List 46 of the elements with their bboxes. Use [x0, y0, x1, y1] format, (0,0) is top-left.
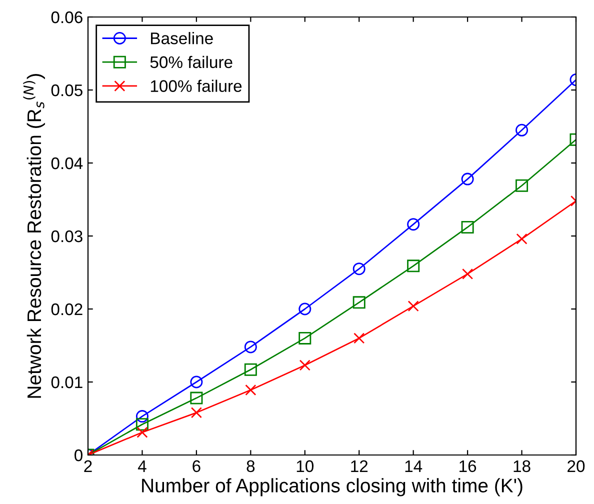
y-tick-label: 0.06 [51, 11, 82, 24]
point [516, 179, 528, 192]
point [407, 218, 420, 231]
point [136, 426, 148, 438]
point [244, 363, 257, 376]
point [461, 220, 474, 234]
point [244, 340, 257, 354]
point [136, 410, 148, 423]
point [352, 262, 366, 276]
x-tick-label: 4 [138, 460, 146, 472]
point [298, 332, 312, 344]
point [299, 360, 310, 371]
point [516, 233, 528, 244]
point [407, 260, 420, 272]
legend-label: 100% failure [150, 80, 242, 92]
point [190, 407, 202, 418]
x-tick-label: 14 [405, 460, 422, 472]
y-tick-label: 0.02 [51, 303, 82, 316]
point [462, 268, 474, 280]
point [408, 300, 419, 312]
point [354, 332, 365, 344]
x-tick-label: 8 [246, 460, 255, 472]
y-axis-title: Network Resource Restoration (R$_{s}$$^{(N)}$) [23, 74, 45, 398]
x-tick-label: 10 [296, 460, 314, 472]
y-tick-label: 0 [74, 449, 82, 462]
y-tick-label: 0.03 [51, 230, 82, 242]
y-tick-label: 0.04 [51, 157, 83, 170]
x-axis-title: Number of Applications closing with time (K') [142, 478, 522, 496]
y-tick-label: 0.05 [51, 84, 82, 96]
x-tick-label: 12 [351, 460, 368, 472]
point [298, 302, 312, 316]
legend-label: Baseline [151, 32, 213, 44]
point [516, 124, 528, 136]
x-tick-label: 2 [84, 460, 92, 472]
legend-label: 50% failure [150, 56, 232, 68]
point [461, 172, 474, 186]
x-tick-label: 20 [568, 460, 585, 472]
x-tick-label: 16 [460, 460, 476, 472]
point [245, 384, 256, 396]
point [352, 296, 366, 309]
point [136, 418, 148, 431]
point [190, 376, 203, 388]
point [190, 392, 203, 404]
x-tick-label: 18 [514, 460, 530, 472]
x-tick-label: 6 [192, 460, 200, 472]
y-tick-label: 0.01 [51, 376, 82, 388]
